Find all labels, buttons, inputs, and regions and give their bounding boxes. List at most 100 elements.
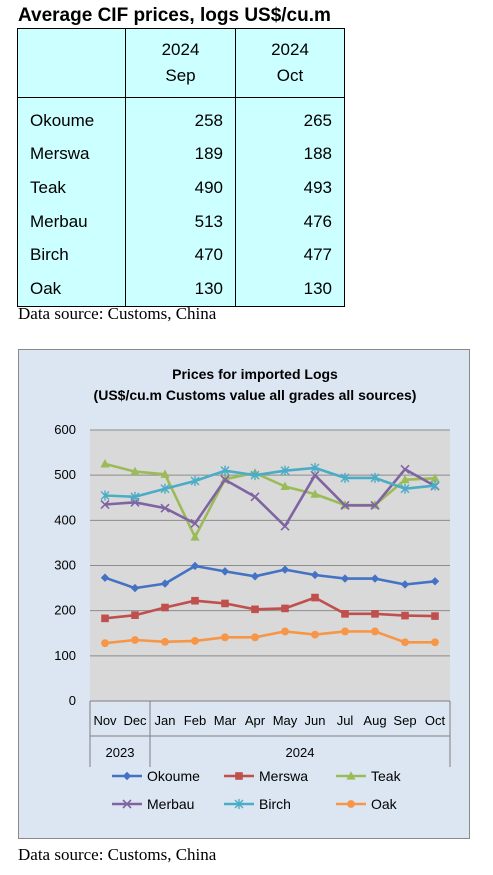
- data-point: [370, 472, 380, 483]
- data-point: [101, 614, 109, 623]
- data-point: [280, 565, 290, 574]
- row-name: Merbau: [17, 204, 126, 239]
- data-point: [191, 637, 199, 645]
- data-point: [430, 480, 440, 491]
- x-tick-label: Apr: [245, 713, 266, 728]
- row-sep-value: 130: [125, 271, 236, 307]
- data-point: [280, 481, 290, 491]
- row-oct-value: 130: [235, 271, 345, 307]
- data-point: [341, 610, 349, 618]
- header-month: Oct: [276, 66, 304, 85]
- data-point: [220, 465, 230, 476]
- series-line: [104, 630, 435, 645]
- table-header-sep: 2024 Sep: [125, 28, 236, 98]
- price-table: 2024 Sep 2024 Oct Okoume 258 265 Merswa …: [17, 28, 345, 307]
- row-oct-value: 493: [235, 171, 345, 205]
- data-point: [160, 579, 170, 588]
- series-line: [104, 466, 436, 499]
- chart-legend: Okoume Merswa Teak Merbau Birch Oak: [112, 768, 402, 812]
- table-row: Merbau 513 476: [17, 204, 345, 239]
- legend-label: Merswa: [259, 768, 308, 784]
- data-point: [161, 603, 169, 612]
- header-year: 2024: [271, 40, 309, 59]
- data-point: [160, 483, 170, 494]
- x-tick-label: Oct: [425, 713, 446, 728]
- data-point: [400, 483, 410, 494]
- data-point: [400, 464, 410, 474]
- data-point: [251, 605, 259, 614]
- data-point: [281, 627, 289, 636]
- legend-label: Okoume: [147, 768, 200, 784]
- table-row: Birch 470 477: [17, 238, 345, 272]
- x-tick-label: Nov: [93, 713, 117, 728]
- series-oak: [101, 627, 439, 648]
- table-header-blank: [17, 28, 126, 98]
- data-point: [311, 593, 319, 602]
- data-point: [160, 503, 170, 513]
- data-point: [190, 561, 200, 571]
- row-name: Birch: [17, 238, 126, 272]
- data-point: [310, 462, 320, 473]
- data-point: [401, 638, 409, 647]
- x-tick-label: Sep: [393, 713, 416, 728]
- legend-item: Teak: [336, 768, 402, 784]
- data-point: [371, 627, 379, 636]
- x-tick-label: Jul: [337, 713, 354, 728]
- data-point: [101, 639, 109, 648]
- data-point: [251, 633, 259, 642]
- legend-marker: [346, 771, 356, 780]
- header-month: Sep: [165, 66, 196, 85]
- legend-marker: [122, 771, 132, 781]
- data-point: [280, 521, 290, 531]
- data-point: [130, 466, 140, 476]
- year-group-label: 2023: [106, 745, 135, 760]
- data-point: [160, 469, 170, 478]
- data-point: [250, 492, 260, 502]
- row-oct-value: 188: [235, 137, 345, 172]
- data-point: [190, 532, 200, 541]
- data-point: [430, 473, 440, 482]
- x-tick-label: Dec: [123, 713, 147, 728]
- row-sep-value: 490: [125, 171, 236, 205]
- data-point: [250, 470, 260, 481]
- y-tick-label: 400: [54, 512, 76, 527]
- series-line: [104, 468, 436, 528]
- legend-label: Merbau: [147, 796, 194, 812]
- data-point: [431, 612, 439, 620]
- data-point: [430, 577, 440, 586]
- data-point: [311, 630, 319, 639]
- legend-item: Merswa: [224, 768, 308, 784]
- row-name: Okoume: [17, 97, 126, 138]
- row-name: Merswa: [17, 137, 126, 172]
- y-tick-label: 500: [54, 467, 76, 482]
- row-oct-value: 476: [235, 204, 345, 239]
- data-point: [310, 570, 320, 580]
- table-header-row: 2024 Sep 2024 Oct: [17, 28, 345, 98]
- legend-item: Birch: [224, 796, 291, 812]
- x-tick-label: Feb: [184, 713, 206, 728]
- table-row: Oak 130 130: [17, 271, 345, 307]
- legend-label: Birch: [259, 796, 291, 812]
- legend-item: Oak: [336, 796, 398, 812]
- data-point: [221, 599, 229, 608]
- table-row: Okoume 258 265: [17, 97, 345, 138]
- series-line: [104, 564, 436, 590]
- data-point: [100, 499, 110, 510]
- table-row: Teak 490 493: [17, 171, 345, 205]
- data-point: [131, 636, 139, 644]
- legend-label: Oak: [371, 796, 398, 812]
- data-point: [161, 637, 169, 646]
- plot-area: 0 100 200 300 400 500 600 Nov Dec Jan Feb Mar Apr May…: [54, 422, 451, 767]
- data-point: [100, 490, 110, 501]
- page-title: Average CIF prices, logs US$/cu.m: [18, 5, 331, 26]
- legend-item: Okoume: [112, 768, 200, 784]
- x-tick-label: Jun: [305, 713, 326, 728]
- data-point: [190, 476, 200, 487]
- data-point: [310, 489, 320, 498]
- row-oct-value: 265: [235, 97, 345, 138]
- data-point: [310, 470, 320, 480]
- y-tick-label: 600: [54, 422, 76, 437]
- data-point: [280, 465, 290, 476]
- data-point: [340, 500, 350, 510]
- legend-marker: [234, 799, 244, 809]
